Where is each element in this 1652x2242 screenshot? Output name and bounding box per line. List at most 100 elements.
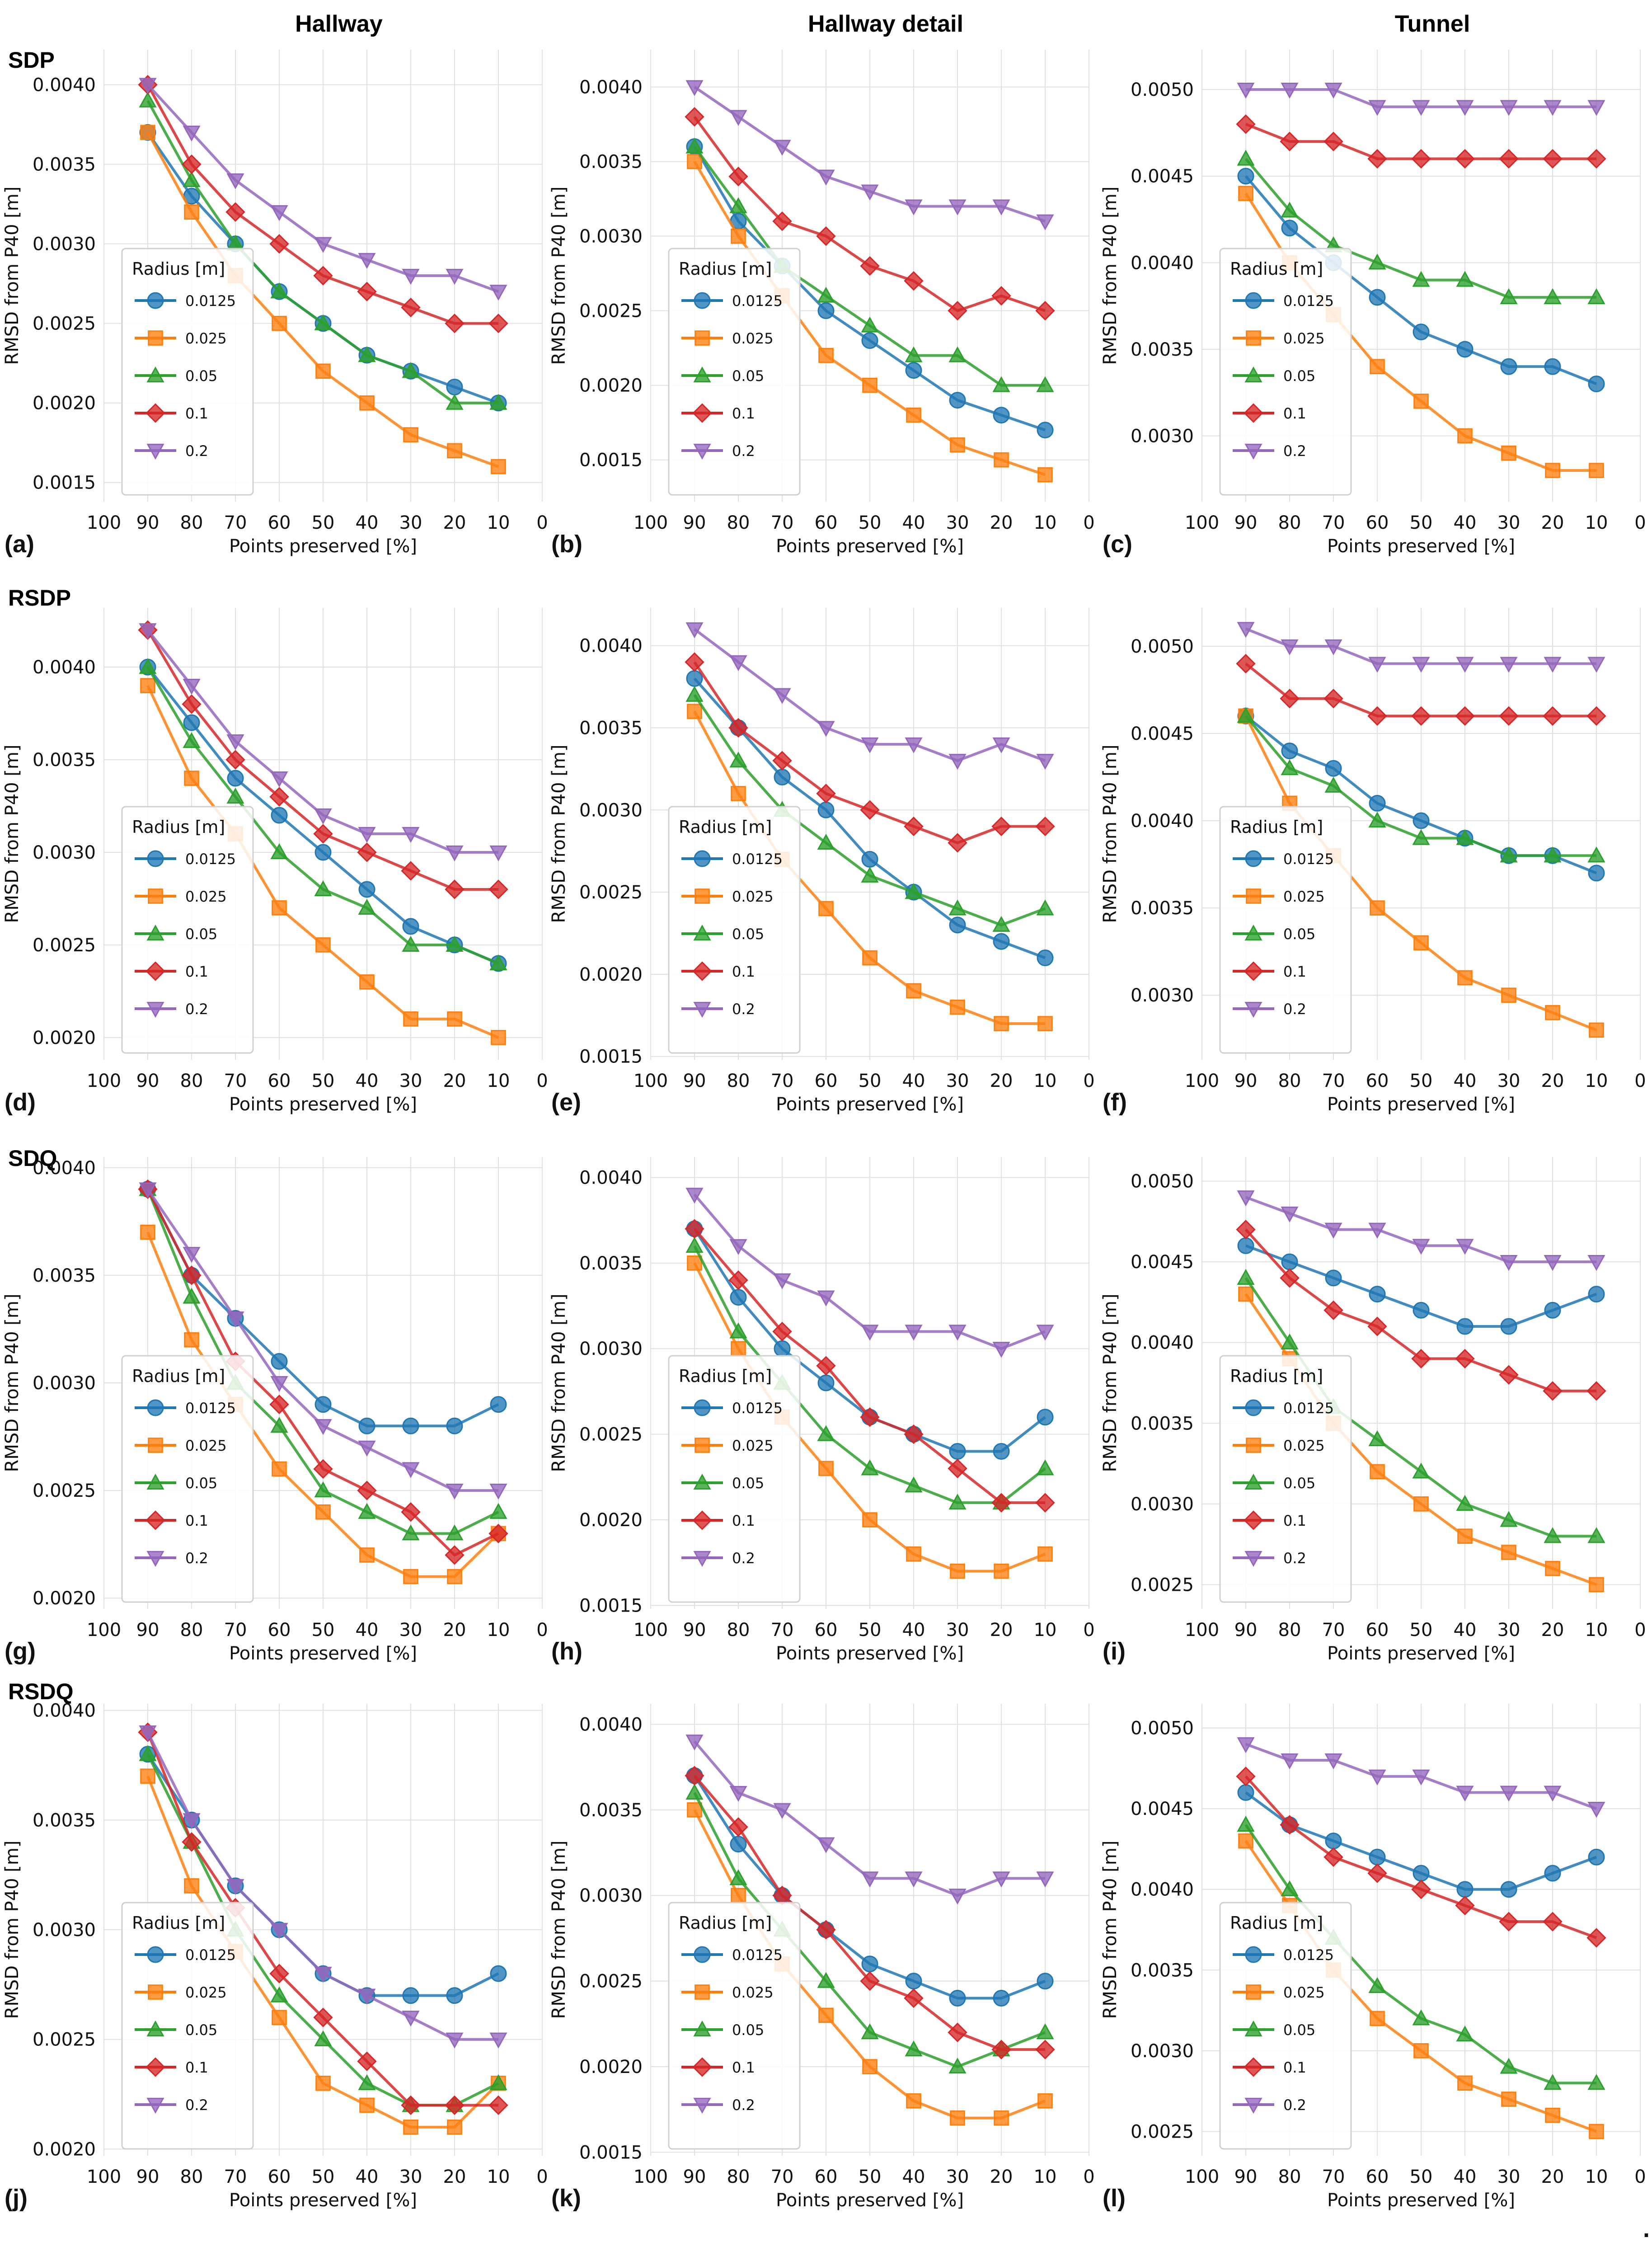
data-point-0.0125 [861, 851, 878, 868]
data-point-0.05 [270, 843, 288, 860]
data-point-0.2 [402, 1462, 420, 1478]
panel-label: (j) [5, 2185, 28, 2212]
data-point-0.1 [860, 800, 880, 820]
data-point-0.025 [687, 704, 702, 719]
data-point-0.2 [1324, 83, 1342, 99]
panel-label: (e) [551, 1089, 581, 1116]
data-point-0.2 [685, 622, 704, 639]
data-point-0.05 [183, 1288, 201, 1304]
data-point-0.0125 [358, 881, 375, 898]
data-point-0.0125 [358, 1417, 375, 1434]
x-tick-label: 100 [87, 1620, 121, 1640]
data-point-0.025 [1413, 1496, 1429, 1512]
data-point-0.05 [729, 197, 747, 213]
legend-marker-0.025 [148, 1438, 163, 1453]
data-point-0.2 [183, 679, 201, 695]
data-point-0.025 [687, 154, 702, 169]
data-point-0.05 [729, 752, 747, 768]
y-tick-label: 0.0025 [579, 301, 643, 322]
x-tick-label: 90 [683, 512, 706, 533]
data-point-0.0125 [1237, 1784, 1254, 1801]
column-title-tunnel: Tunnel [1395, 11, 1470, 37]
x-tick-label: 60 [268, 1620, 291, 1640]
data-point-0.05 [1412, 2009, 1430, 2026]
data-point-0.05 [1237, 707, 1255, 723]
data-point-0.05 [685, 686, 704, 702]
data-point-0.1 [1499, 706, 1519, 726]
data-point-0.025 [818, 1461, 834, 1476]
x-tick-label: 60 [1366, 1620, 1389, 1640]
data-point-0.05 [729, 1322, 747, 1339]
x-tick-label: 50 [1410, 512, 1433, 533]
legend: Radius [m] 0.0125 0.025 0.05 0.1 0.2 [121, 1355, 254, 1603]
data-point-0.025 [818, 348, 834, 363]
data-point-0.1 [182, 154, 202, 174]
data-point-0.2 [685, 1188, 704, 1204]
y-tick-label: 0.0050 [1131, 1718, 1194, 1739]
data-point-0.2 [1237, 1190, 1255, 1207]
legend-label: 0.1 [185, 405, 208, 422]
data-point-0.2 [270, 205, 288, 221]
data-point-0.2 [1237, 1737, 1255, 1753]
data-point-0.0125 [314, 844, 332, 861]
data-point-0.05 [314, 1481, 332, 1498]
data-point-0.025 [862, 377, 878, 393]
trailing-mark: . [1643, 2215, 1650, 2242]
data-point-0.2 [773, 688, 791, 704]
data-point-0.2 [1544, 657, 1562, 673]
data-point-0.025 [1238, 186, 1253, 201]
data-point-0.2 [905, 199, 923, 216]
data-point-0.1 [1280, 1268, 1300, 1288]
legend-marker-0.05 [1244, 1473, 1262, 1490]
legend-label: 0.05 [185, 926, 217, 943]
data-point-0.025 [950, 999, 965, 1015]
data-point-0.05 [1456, 1495, 1474, 1511]
data-point-0.0125 [1369, 794, 1386, 812]
y-tick-label: 0.0030 [33, 842, 96, 863]
data-point-0.025 [1037, 2093, 1053, 2109]
data-point-0.025 [1370, 359, 1385, 374]
data-point-0.05 [446, 935, 464, 952]
data-point-0.1 [904, 1424, 924, 1444]
data-point-0.1 [488, 2095, 508, 2115]
data-point-0.0125 [1325, 1833, 1342, 1850]
x-tick-label: 70 [224, 1071, 247, 1091]
data-point-0.2 [358, 253, 376, 269]
data-point-0.025 [315, 937, 331, 953]
legend-box [1219, 1902, 1352, 2150]
y-tick-label: 0.0025 [1131, 2121, 1194, 2142]
data-point-0.025 [1370, 1464, 1385, 1480]
data-point-0.05 [1237, 150, 1255, 166]
x-tick-label: 80 [180, 1071, 203, 1091]
data-point-0.025 [1501, 445, 1516, 461]
data-point-0.0125 [993, 1443, 1010, 1460]
legend-label: 0.0125 [1283, 292, 1334, 310]
data-point-0.1 [1035, 1493, 1055, 1513]
panel-g: 100 90 80 70 60 50 40 30 20 10 00.00200.00250.0030… [2, 1157, 548, 1665]
panel-a: 100 90 80 70 60 50 40 30 20 10 00.00150.00200.0025… [2, 50, 548, 558]
data-point-0.025 [1238, 1833, 1253, 1849]
data-point-0.2 [729, 1239, 747, 1255]
data-point-0.1 [182, 1265, 202, 1285]
y-tick-label: 0.0035 [579, 1800, 643, 1821]
y-tick-label: 0.0020 [579, 964, 643, 985]
data-point-0.0125 [227, 770, 244, 787]
legend-label: 0.2 [185, 1550, 208, 1567]
data-point-0.2 [1281, 1753, 1299, 1770]
data-point-0.1 [1411, 1349, 1431, 1369]
legend: Radius [m] 0.0125 0.025 0.05 0.1 0.2 [668, 248, 801, 496]
data-point-0.05 [685, 1783, 704, 1800]
legend-label: 0.2 [1283, 1001, 1306, 1018]
data-point-0.025 [994, 1563, 1009, 1579]
data-point-0.05 [314, 880, 332, 897]
data-point-0.2 [1281, 639, 1299, 656]
x-tick-label: 90 [136, 2167, 160, 2187]
row-title-rsdp: RSDP [8, 585, 71, 611]
data-point-0.05 [1368, 811, 1386, 828]
legend-marker-0.05 [146, 924, 164, 941]
data-point-0.025 [184, 1332, 199, 1348]
column-title-hallway-detail: Hallway detail [808, 11, 963, 37]
legend-box [121, 806, 254, 1054]
data-point-0.1 [948, 833, 967, 853]
legend-label: 0.05 [1283, 2021, 1315, 2039]
